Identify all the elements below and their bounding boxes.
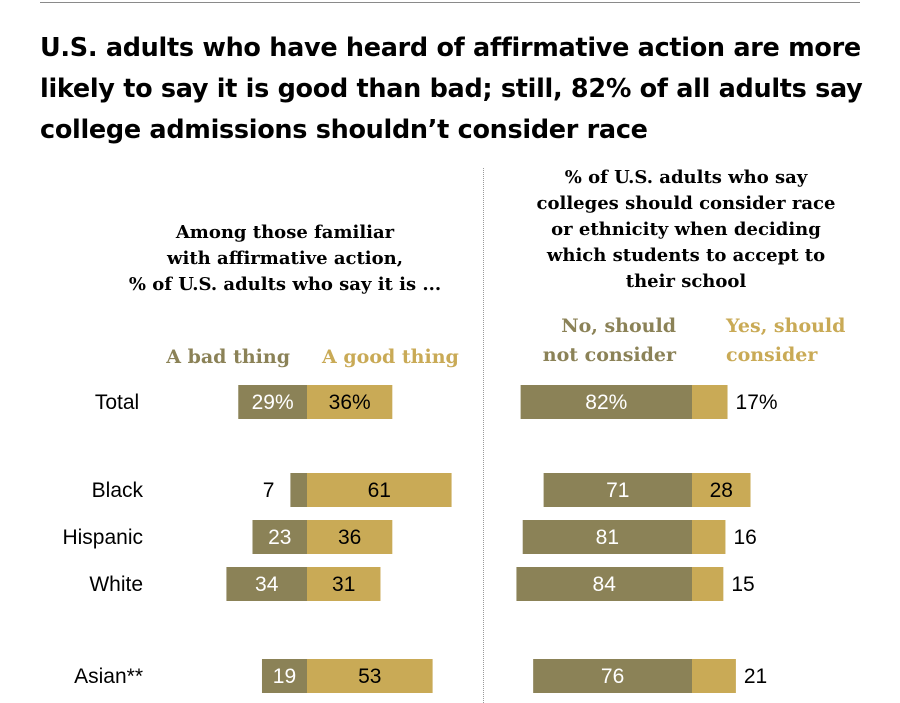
category-label-white: White: [89, 573, 143, 596]
legend-yes-line: consider: [726, 344, 818, 366]
right-panel-subtitle: % of U.S. adults who say colleges should…: [498, 165, 874, 295]
left-subtitle-line: % of U.S. adults who say it is ...: [128, 274, 442, 295]
bar-good-thing: [307, 520, 393, 554]
legend-no-should-not-consider: No, should not consider: [500, 312, 676, 370]
bar-bad-thing: [290, 473, 307, 507]
bar-no-should-not-consider: [543, 473, 692, 507]
right-subtitle-line: which students to accept to: [546, 245, 826, 266]
legend-no-line: No, should: [561, 315, 676, 337]
label-no-should-not-consider: 84: [593, 573, 617, 596]
bar-bad-thing: [226, 567, 307, 601]
bar-no-should-not-consider: [533, 659, 692, 693]
category-label-black: Black: [92, 479, 144, 502]
label-no-should-not-consider: 82%: [585, 391, 627, 414]
bar-yes-should-consider: [692, 659, 736, 693]
legend-no-line: not consider: [542, 344, 676, 366]
label-yes-should-consider: 17%: [736, 391, 778, 414]
category-label-hispanic: Hispanic: [62, 526, 143, 549]
label-bad-thing: 29%: [252, 391, 294, 414]
bar-no-should-not-consider: [522, 520, 692, 554]
bar-yes-should-consider: [692, 567, 724, 601]
label-yes-should-consider: 28: [710, 479, 733, 502]
label-yes-should-consider: 15: [731, 573, 754, 596]
chart-title: U.S. adults who have heard of affirmativ…: [40, 33, 863, 145]
right-subtitle-line: % of U.S. adults who say: [564, 167, 808, 188]
bar-bad-thing: [238, 385, 307, 419]
label-good-thing: 61: [368, 479, 391, 502]
label-bad-thing: 23: [268, 526, 291, 549]
label-good-thing: 53: [358, 665, 381, 688]
bar-good-thing: [307, 473, 452, 507]
left-subtitle-line: Among those familiar: [175, 222, 395, 243]
right-subtitle-line: colleges should consider race: [536, 193, 836, 214]
bar-no-should-not-consider: [520, 385, 692, 419]
legend-yes-should-consider: Yes, should consider: [726, 312, 876, 370]
label-no-should-not-consider: 81: [596, 526, 619, 549]
category-label-total: Total: [95, 391, 139, 414]
bar-yes-should-consider: [692, 385, 728, 419]
label-no-should-not-consider: 76: [601, 665, 624, 688]
category-label-asian: Asian**: [74, 665, 143, 688]
left-panel-subtitle: Among those familiar with affirmative ac…: [100, 220, 470, 298]
label-good-thing: 31: [332, 573, 355, 596]
bar-no-should-not-consider: [516, 567, 692, 601]
bar-yes-should-consider: [692, 473, 751, 507]
label-bad-thing: 7: [263, 479, 275, 502]
bar-good-thing: [307, 659, 433, 693]
top-rule: [40, 2, 860, 3]
legend-bad-thing: A bad thing: [166, 346, 290, 368]
label-no-should-not-consider: 71: [606, 479, 629, 502]
bar-good-thing: [307, 385, 393, 419]
panel-divider: [483, 168, 484, 703]
right-subtitle-line: or ethnicity when deciding: [551, 219, 821, 240]
bar-good-thing: [307, 567, 381, 601]
label-good-thing: 36: [338, 526, 361, 549]
bar-yes-should-consider: [692, 520, 726, 554]
bar-bad-thing: [261, 659, 307, 693]
legend-good-thing: A good thing: [322, 346, 459, 368]
label-bad-thing: 19: [273, 665, 296, 688]
label-yes-should-consider: 21: [744, 665, 767, 688]
bar-bad-thing: [252, 520, 307, 554]
label-good-thing: 36%: [329, 391, 371, 414]
label-yes-should-consider: 16: [733, 526, 756, 549]
right-subtitle-line: their school: [625, 271, 747, 292]
left-subtitle-line: with affirmative action,: [167, 248, 403, 269]
legend-yes-line: Yes, should: [726, 315, 846, 337]
label-bad-thing: 34: [255, 573, 279, 596]
